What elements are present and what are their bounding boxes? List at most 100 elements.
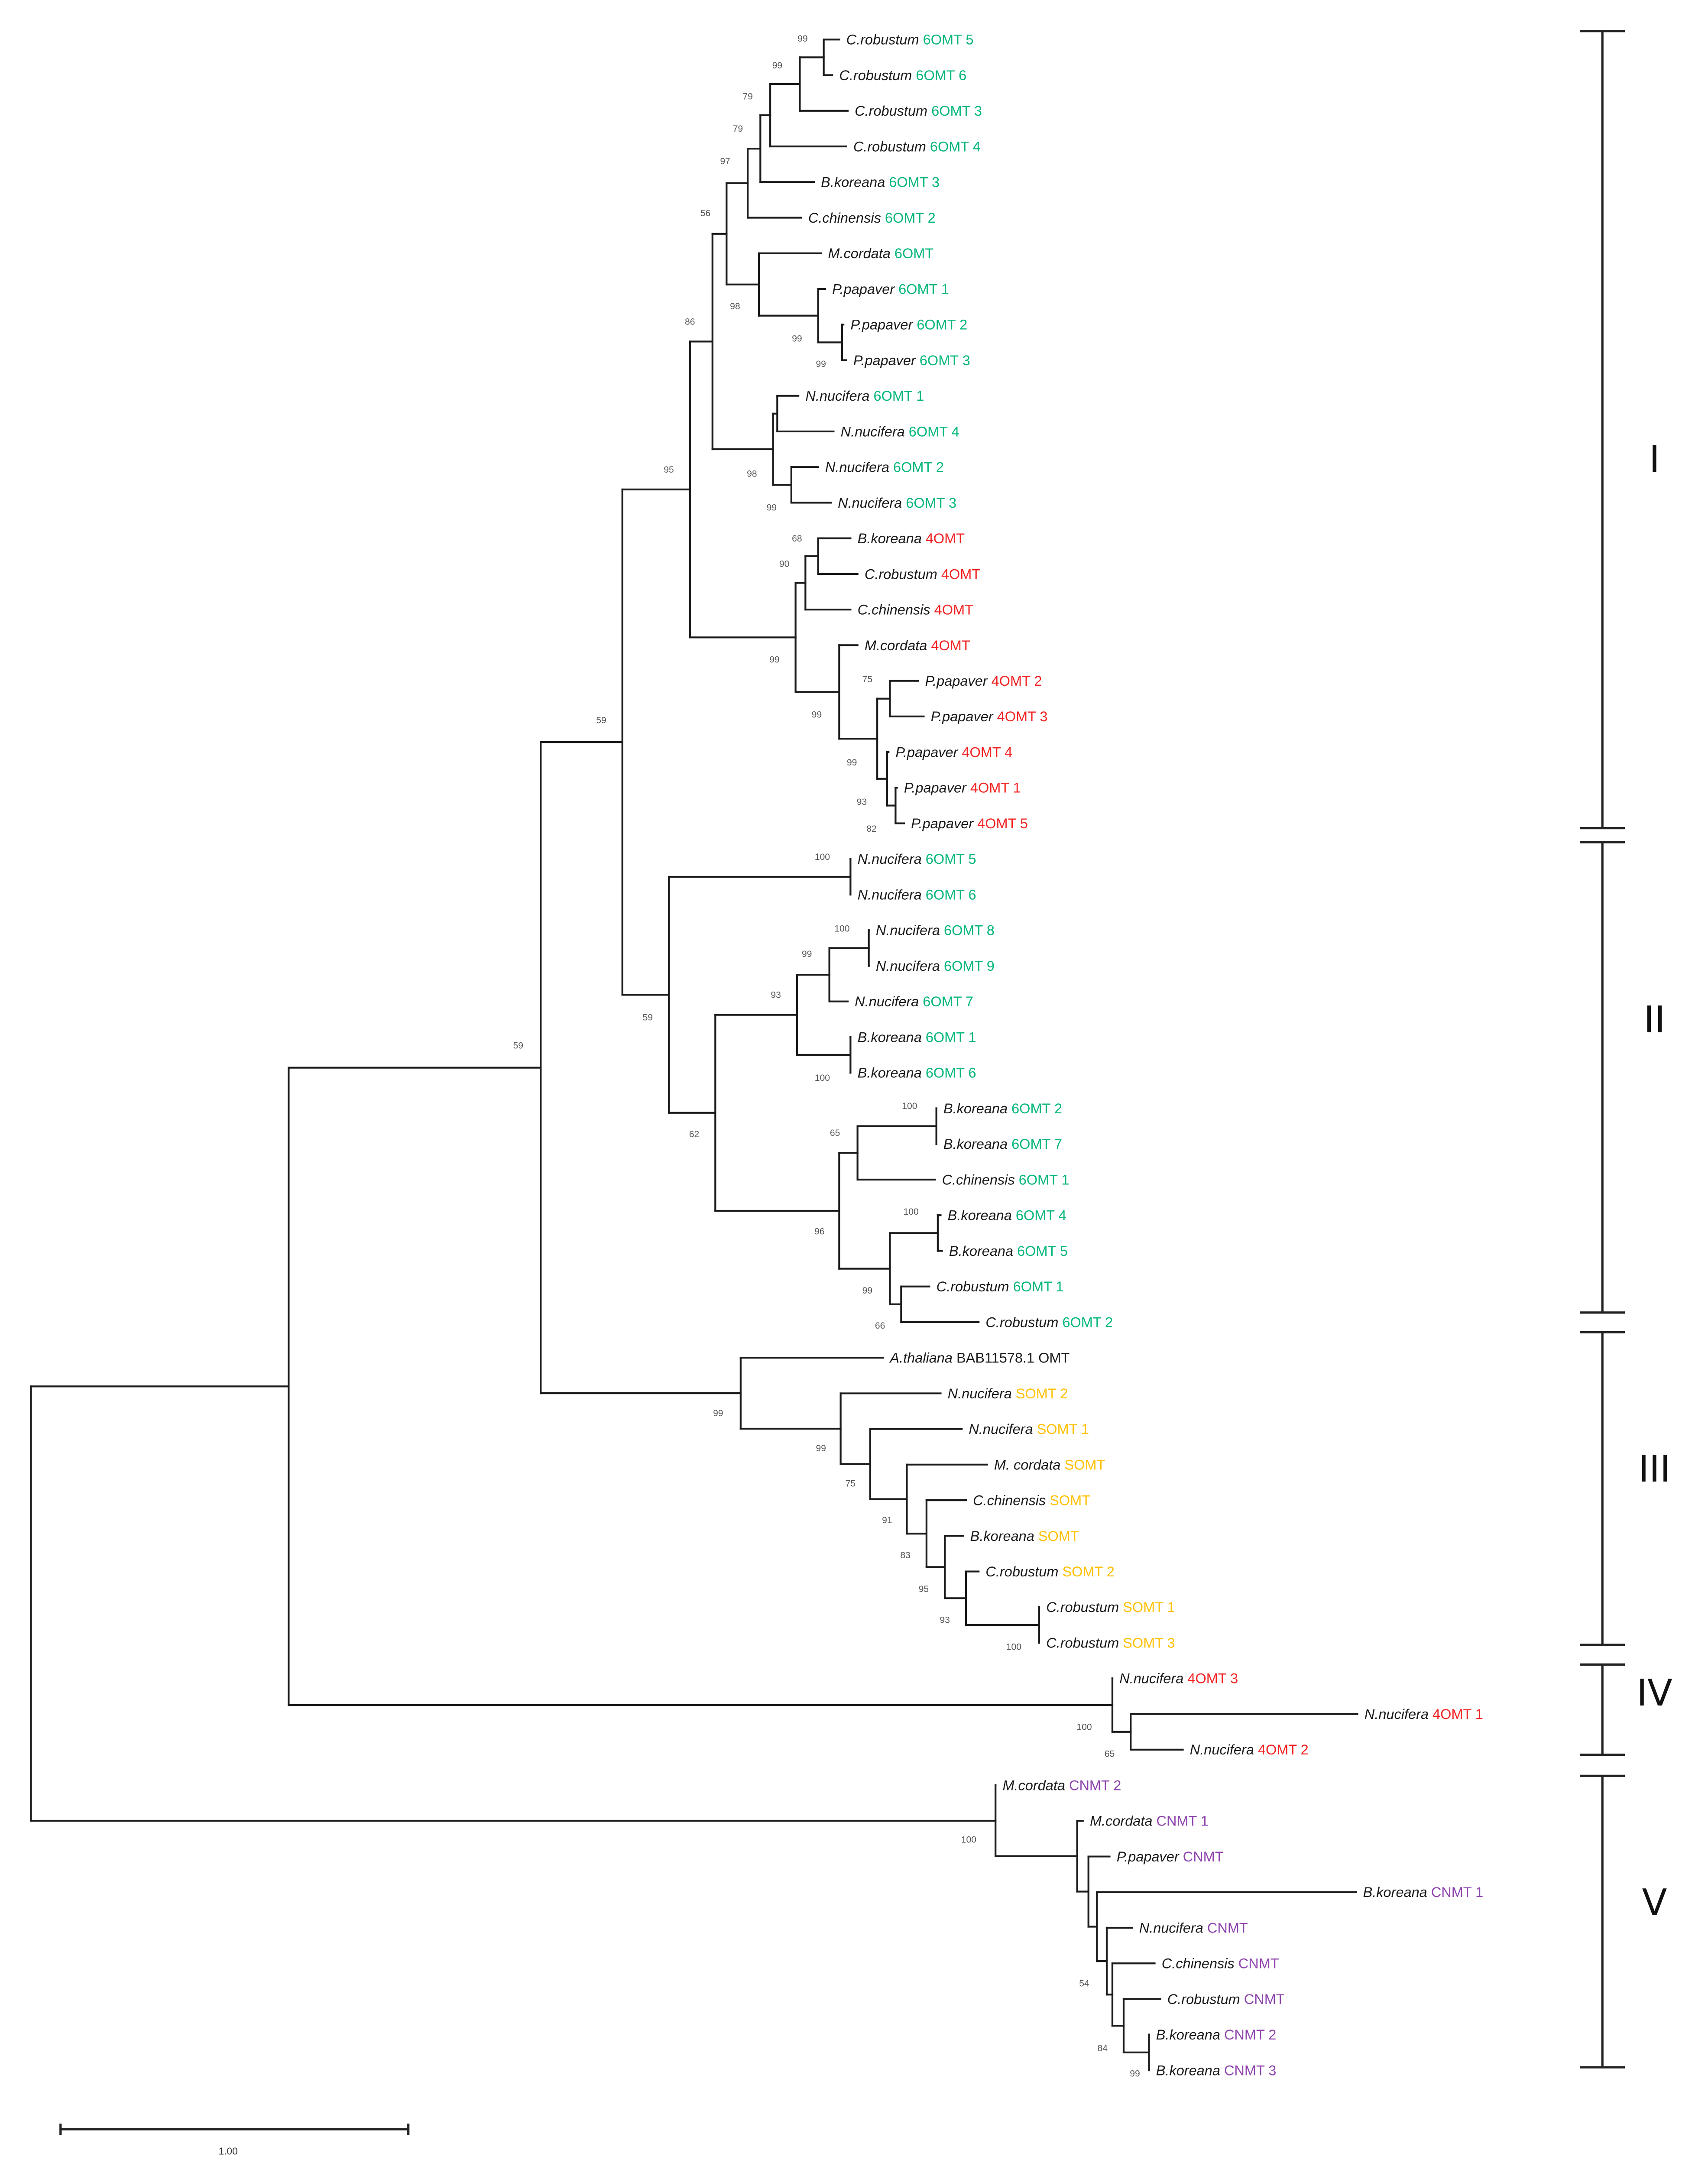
bootstrap-value: 99	[713, 1408, 723, 1418]
leaf-label: C.robustum SOMT 3	[1046, 1635, 1175, 1650]
bootstrap-value: 68	[792, 534, 802, 544]
species-name: A.thaliana	[889, 1350, 956, 1366]
species-name: C.chinensis	[858, 602, 934, 618]
bootstrap-value: 95	[664, 465, 674, 475]
leaf-label: N.nucifera 6OMT 4	[841, 424, 959, 439]
gene-name: CNMT	[1244, 1991, 1285, 2007]
gene-name: 6OMT 2	[893, 460, 944, 475]
species-name: C.chinensis	[942, 1172, 1019, 1187]
leaf-label: B.koreana SOMT	[970, 1528, 1079, 1544]
bootstrap-value: 100	[902, 1101, 917, 1111]
species-name: B.koreana	[858, 531, 926, 546]
bootstrap-value: 99	[772, 61, 782, 71]
bootstrap-value: 99	[812, 710, 822, 720]
leaf-label: N.nucifera 6OMT 7	[855, 994, 973, 1009]
clade-label: III	[1638, 1448, 1671, 1490]
leaf-label: N.nucifera 6OMT 9	[876, 958, 995, 974]
bootstrap-value: 98	[730, 302, 740, 311]
species-name: C.chinensis	[1162, 1956, 1238, 1971]
species-name: C.chinensis	[973, 1493, 1050, 1508]
leaf-label: P.papaver 6OMT 1	[832, 281, 949, 297]
species-name: B.koreana	[943, 1136, 1011, 1152]
bootstrap-value: 83	[900, 1550, 910, 1560]
gene-name: SOMT 3	[1123, 1635, 1175, 1650]
species-name: C.robustum	[1046, 1599, 1123, 1615]
bootstrap-value: 97	[720, 156, 730, 166]
species-name: B.koreana	[858, 1065, 926, 1081]
gene-name: CNMT 1	[1157, 1813, 1209, 1829]
leaf-label: N.nucifera 6OMT 8	[876, 923, 995, 938]
leaf-label: B.koreana 6OMT 6	[858, 1065, 976, 1081]
species-name: C.robustum	[839, 68, 916, 83]
leaf-label: P.papaver CNMT	[1117, 1849, 1224, 1864]
leaf-label: C.chinensis SOMT	[973, 1493, 1090, 1508]
species-name: P.papaver	[850, 317, 917, 333]
clade-bracket-V: V	[1580, 1774, 1667, 2069]
gene-name: 6OMT 5	[926, 851, 976, 867]
gene-name: SOMT 2	[1062, 1564, 1114, 1579]
leaf-label: C.robustum 6OMT 3	[855, 103, 982, 119]
species-name: N.nucifera	[805, 388, 873, 404]
leaf-label: P.papaver 4OMT 2	[925, 673, 1042, 689]
bootstrap-value: 99	[769, 655, 779, 665]
leaf-label: B.koreana 6OMT 1	[858, 1029, 976, 1045]
gene-name: 6OMT	[895, 246, 933, 261]
species-name: N.nucifera	[948, 1386, 1016, 1401]
species-name: C.chinensis	[808, 210, 885, 226]
species-name: M.cordata	[865, 638, 931, 653]
species-name: B.koreana	[948, 1208, 1016, 1223]
leaf-label: C.robustum 4OMT	[865, 566, 980, 582]
species-name: P.papaver	[1117, 1849, 1183, 1864]
leaf-label: C.chinensis 6OMT 1	[942, 1172, 1070, 1187]
gene-name: SOMT	[1050, 1493, 1090, 1508]
leaf-label: N.nucifera 4OMT 3	[1119, 1671, 1238, 1686]
clade-label: IV	[1637, 1672, 1672, 1714]
bootstrap-value: 56	[700, 208, 710, 218]
gene-name: 4OMT 5	[977, 816, 1028, 831]
bootstrap-value: 99	[816, 359, 826, 369]
leaf-label: C.robustum 6OMT 4	[853, 139, 981, 154]
bootstrap-value: 75	[846, 1479, 856, 1488]
bootstrap-value: 100	[815, 852, 830, 862]
species-name: M.cordata	[828, 246, 895, 261]
clade-label: I	[1649, 438, 1660, 480]
gene-name: 6OMT 2	[885, 210, 936, 226]
species-name: N.nucifera	[1190, 1742, 1258, 1757]
species-name: M.cordata	[1090, 1813, 1157, 1829]
gene-name: 4OMT 1	[1433, 1706, 1483, 1722]
leaf-label: N.nucifera SOMT 2	[948, 1386, 1068, 1401]
gene-name: 6OMT 1	[898, 281, 949, 297]
species-name: N.nucifera	[858, 887, 926, 902]
species-name: N.nucifera	[1139, 1920, 1207, 1936]
gene-name: 6OMT 6	[916, 68, 966, 83]
species-name: N.nucifera	[838, 495, 906, 511]
gene-name: SOMT 1	[1037, 1421, 1089, 1437]
leaf-label: M. cordata SOMT	[994, 1457, 1105, 1472]
gene-name: 4OMT	[926, 531, 965, 546]
bootstrap-value: 91	[882, 1515, 892, 1525]
species-name: B.koreana	[1156, 2027, 1224, 2043]
leaf-label: B.koreana 4OMT	[858, 531, 965, 546]
gene-name: 6OMT 1	[1013, 1279, 1064, 1294]
leaf-labels: C.robustum 6OMT 5C.robustum 6OMT 6C.robu…	[805, 32, 1483, 2078]
gene-name: 6OMT 3	[920, 353, 970, 368]
bootstrap-value: 79	[733, 124, 743, 134]
species-name: N.nucifera	[841, 424, 909, 439]
bootstrap-value: 93	[771, 990, 781, 1000]
clade-label: V	[1642, 1881, 1667, 1924]
species-name: C.robustum	[985, 1564, 1062, 1579]
scale-bar: 1.00	[59, 2124, 410, 2157]
clade-bracket-III: III	[1580, 1331, 1671, 1646]
gene-name: 6OMT 3	[889, 175, 940, 190]
leaf-label: N.nucifera 4OMT 2	[1190, 1742, 1309, 1757]
gene-name: 4OMT 3	[1187, 1671, 1238, 1686]
leaf-label: B.koreana 6OMT 4	[948, 1208, 1066, 1223]
bootstrap-value: 65	[830, 1128, 840, 1138]
bootstrap-value: 100	[1076, 1722, 1092, 1732]
species-name: B.koreana	[943, 1101, 1011, 1116]
bootstrap-value: 59	[596, 715, 606, 725]
species-name: P.papaver	[904, 780, 970, 796]
leaf-label: B.koreana CNMT 3	[1156, 2062, 1277, 2078]
gene-name: 6OMT 5	[1017, 1243, 1068, 1259]
